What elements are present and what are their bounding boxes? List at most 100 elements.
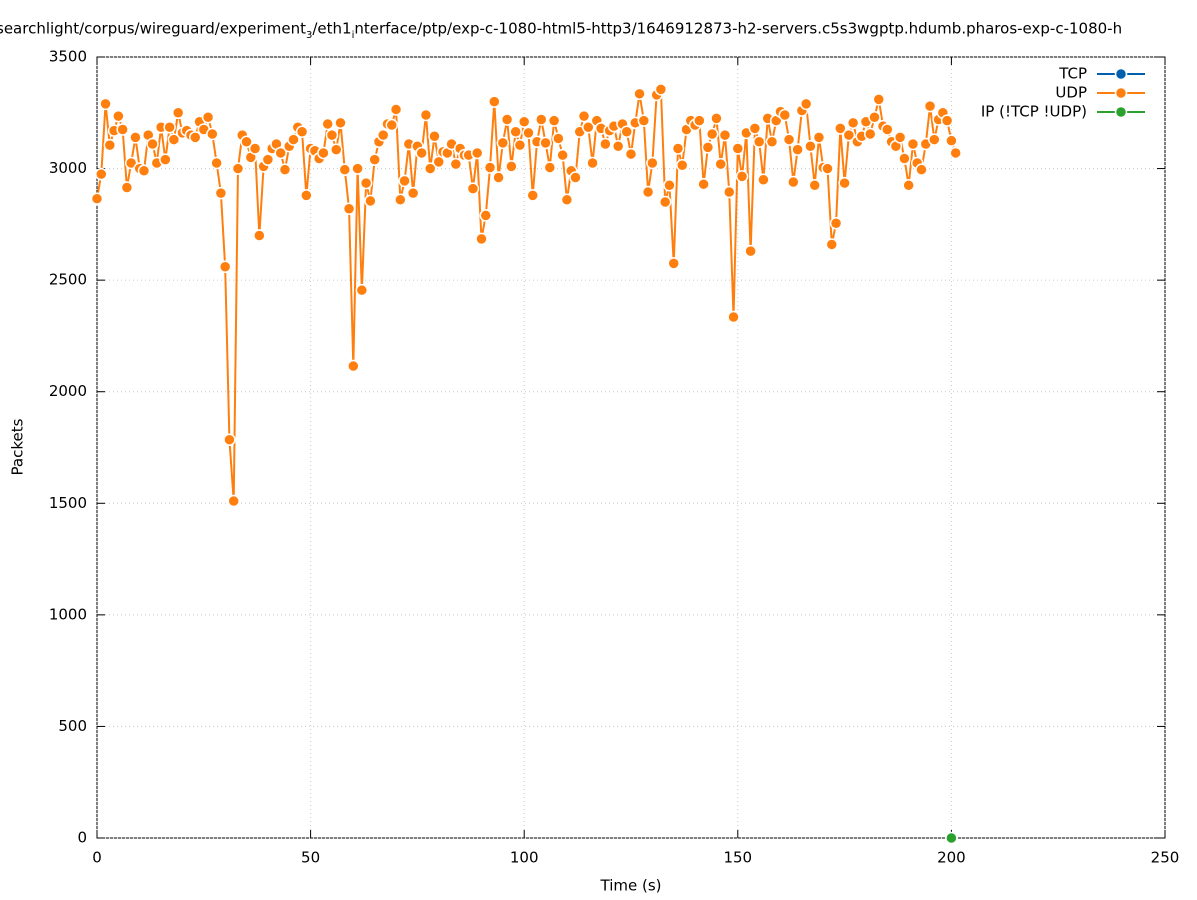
data-point xyxy=(821,162,834,175)
data-point xyxy=(620,125,633,139)
data-point xyxy=(210,156,223,170)
data-point xyxy=(577,109,591,123)
data-point xyxy=(842,128,856,142)
data-point xyxy=(159,153,172,166)
data-point xyxy=(509,125,522,139)
data-point xyxy=(535,113,548,126)
data-point xyxy=(637,114,651,127)
data-point xyxy=(654,83,668,96)
data-point xyxy=(488,95,501,108)
data-point xyxy=(496,136,510,150)
data-point xyxy=(466,182,480,195)
data-point xyxy=(671,142,685,155)
data-point xyxy=(517,115,531,128)
data-point xyxy=(782,133,796,146)
data-point xyxy=(394,193,407,207)
plot-frame xyxy=(96,56,1166,839)
data-point xyxy=(667,257,680,270)
data-point xyxy=(355,283,369,297)
data-point xyxy=(300,189,313,202)
data-point xyxy=(611,140,625,153)
x-axis-label: Time (s) xyxy=(600,877,662,895)
data-point xyxy=(658,195,672,209)
data-point xyxy=(171,106,185,120)
data-point xyxy=(351,162,364,175)
data-point xyxy=(146,137,159,151)
x-tick-label: 100 xyxy=(510,849,539,867)
data-point xyxy=(663,179,676,192)
data-point xyxy=(500,113,514,126)
data-point xyxy=(338,163,352,176)
data-point xyxy=(492,171,505,184)
data-point xyxy=(799,97,813,111)
data-point xyxy=(752,135,766,149)
data-point xyxy=(705,127,719,141)
data-point xyxy=(945,831,958,845)
data-point xyxy=(582,121,595,134)
data-point xyxy=(223,433,236,446)
legend-swatch xyxy=(1114,105,1128,119)
data-point xyxy=(95,167,108,181)
x-tick-label: 50 xyxy=(301,849,320,867)
x-tick-label: 200 xyxy=(937,849,966,867)
data-point xyxy=(863,127,877,141)
data-point xyxy=(206,127,219,141)
data-point xyxy=(103,138,117,152)
data-point xyxy=(646,156,659,170)
data-point xyxy=(321,117,334,131)
data-point xyxy=(167,133,181,146)
data-point xyxy=(240,135,253,149)
data-point xyxy=(364,194,377,208)
data-point xyxy=(120,181,134,194)
data-point xyxy=(949,146,962,160)
data-point xyxy=(325,128,339,142)
data-point xyxy=(898,152,911,165)
data-point xyxy=(834,122,847,135)
data-point xyxy=(189,131,202,144)
data-point xyxy=(163,121,176,134)
data-point xyxy=(718,128,732,142)
data-point xyxy=(701,141,715,154)
data-point xyxy=(748,122,762,135)
data-point xyxy=(449,157,463,171)
data-point xyxy=(475,232,488,246)
data-point xyxy=(902,179,915,192)
data-point xyxy=(552,132,565,145)
x-tick-label: 250 xyxy=(1151,849,1180,867)
data-point xyxy=(812,131,826,144)
data-point xyxy=(129,131,142,144)
data-point xyxy=(945,134,958,147)
data-point xyxy=(274,146,287,160)
data-point xyxy=(406,186,420,200)
data-point xyxy=(735,170,749,183)
data-point xyxy=(483,161,497,174)
data-point xyxy=(560,193,574,207)
y-tick-label: 3500 xyxy=(49,48,87,66)
data-point xyxy=(253,229,266,242)
data-point xyxy=(868,110,881,124)
data-point xyxy=(334,116,347,130)
data-point xyxy=(697,177,710,191)
data-point xyxy=(526,189,539,202)
legend-label: TCP xyxy=(1058,65,1087,83)
data-point xyxy=(287,133,300,146)
data-point xyxy=(693,114,706,127)
y-tick-label: 1500 xyxy=(49,494,87,512)
data-point xyxy=(838,176,851,190)
data-point xyxy=(727,310,740,324)
data-point xyxy=(227,494,240,508)
data-point xyxy=(641,185,655,199)
data-point xyxy=(556,148,569,162)
data-point xyxy=(915,163,928,176)
data-point xyxy=(428,129,441,143)
data-point xyxy=(547,114,561,127)
legend-swatch xyxy=(1114,86,1128,100)
data-point xyxy=(846,116,860,130)
data-point xyxy=(569,171,582,184)
data-point xyxy=(248,142,262,155)
data-point xyxy=(804,140,817,153)
data-point xyxy=(90,192,104,205)
data-point xyxy=(389,103,403,116)
legend-label: UDP xyxy=(1055,84,1087,102)
data-point xyxy=(137,164,151,178)
